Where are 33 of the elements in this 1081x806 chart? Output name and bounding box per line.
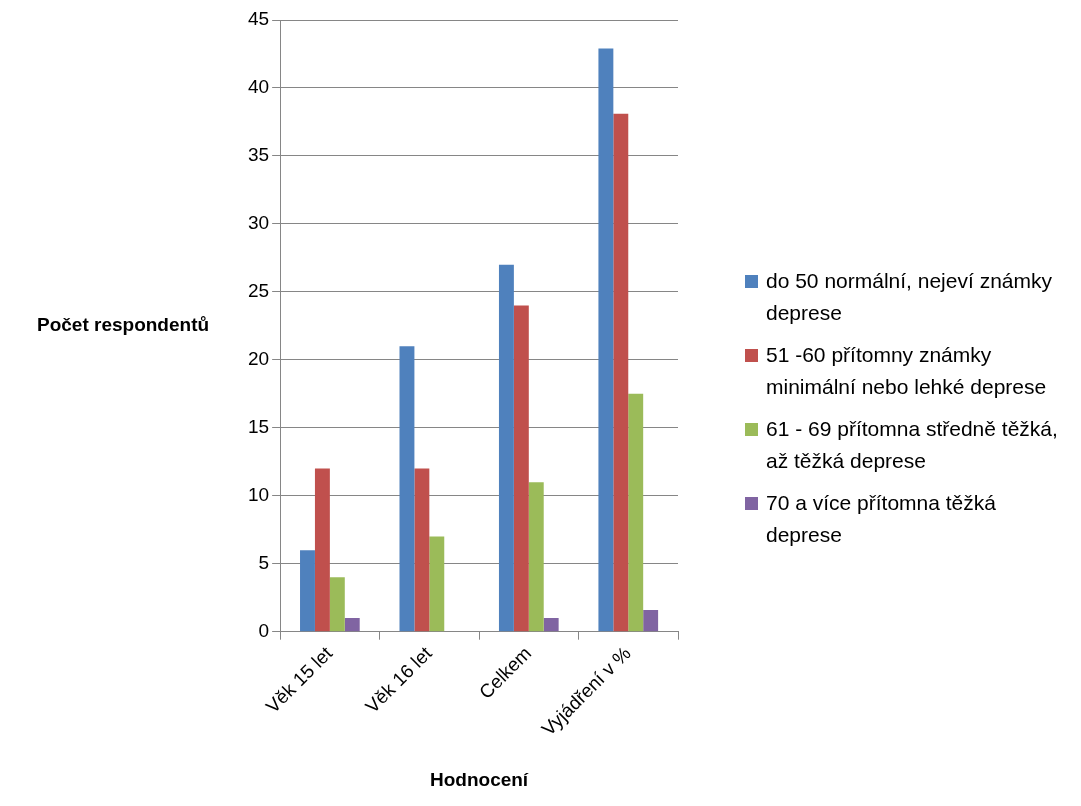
y-tick-label: 5 xyxy=(258,551,270,573)
y-tick-label: 40 xyxy=(247,76,270,98)
bar xyxy=(613,113,629,632)
bar xyxy=(399,346,415,632)
y-tick-label: 20 xyxy=(247,348,270,370)
legend-label: 70 a více přítomna těžká deprese xyxy=(766,491,996,546)
bar xyxy=(543,618,559,632)
y-tick-label: 45 xyxy=(247,8,270,30)
y-tick-label: 25 xyxy=(247,280,270,302)
y-tick-label: 30 xyxy=(247,212,270,234)
x-tick-label: Věk 15 let xyxy=(261,641,337,718)
bar xyxy=(528,482,544,632)
y-tick-label: 15 xyxy=(247,416,270,438)
bar xyxy=(598,48,614,632)
x-tick-label: Věk 16 let xyxy=(361,641,437,718)
bar xyxy=(414,468,430,632)
bar xyxy=(628,393,644,632)
legend-label: 51 -60 přítomny známky minimální nebo lehké deprese xyxy=(766,343,1047,398)
bar xyxy=(329,577,345,632)
bar xyxy=(344,618,360,632)
bar xyxy=(314,468,330,632)
y-tick-label: 35 xyxy=(247,144,270,166)
y-tick-label: 10 xyxy=(247,483,270,505)
bar xyxy=(498,264,514,632)
y-tick-label: 0 xyxy=(258,619,270,641)
y-axis-title: Počet respondentů xyxy=(37,314,210,336)
bar xyxy=(429,536,445,632)
bar xyxy=(643,609,659,632)
x-axis-title: Hodnocení xyxy=(429,768,529,790)
legend-label: 61 - 69 přítomna středně těžká, až těžká deprese xyxy=(766,417,1058,472)
bar xyxy=(513,305,529,632)
bar xyxy=(300,550,315,632)
legend-label: do 50 normální, nejeví známky deprese xyxy=(766,269,1052,324)
